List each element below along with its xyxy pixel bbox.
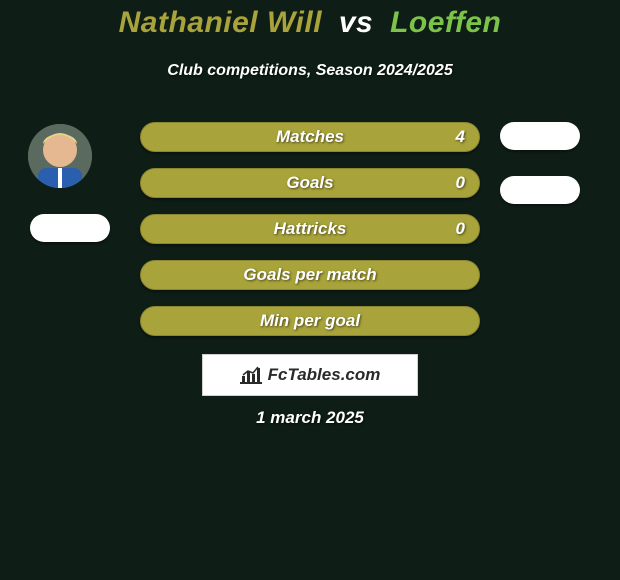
stat-label: Goals per match bbox=[141, 265, 479, 285]
player1-name: Nathaniel Will bbox=[119, 6, 322, 39]
card-subtitle: Club competitions, Season 2024/2025 bbox=[0, 62, 620, 80]
stat-value-right: 0 bbox=[456, 173, 465, 193]
logo-text: FcTables.com bbox=[268, 365, 381, 385]
bar-chart-icon bbox=[240, 366, 262, 384]
date-label: 1 march 2025 bbox=[0, 408, 620, 428]
stat-bar: Min per goal bbox=[140, 306, 480, 336]
vs-label: vs bbox=[339, 6, 373, 39]
stat-bar: Matches4 bbox=[140, 122, 480, 152]
avatar-placeholder-icon bbox=[28, 124, 92, 188]
blank-pill bbox=[500, 122, 580, 150]
stat-value-right: 0 bbox=[456, 219, 465, 239]
stat-bar: Hattricks0 bbox=[140, 214, 480, 244]
blank-pill bbox=[30, 214, 110, 242]
stat-bar: Goals0 bbox=[140, 168, 480, 198]
comparison-card: Nathaniel Will vs Loeffen Club competiti… bbox=[0, 0, 620, 580]
stat-label: Min per goal bbox=[141, 311, 479, 331]
stat-label: Matches bbox=[141, 127, 479, 147]
player2-name: Loeffen bbox=[390, 6, 501, 39]
fctables-logo: FcTables.com bbox=[202, 354, 418, 396]
blank-pill bbox=[500, 176, 580, 204]
stat-label: Goals bbox=[141, 173, 479, 193]
stat-label: Hattricks bbox=[141, 219, 479, 239]
stat-bar: Goals per match bbox=[140, 260, 480, 290]
player1-avatar bbox=[28, 124, 92, 188]
stat-value-right: 4 bbox=[456, 127, 465, 147]
card-title: Nathaniel Will vs Loeffen bbox=[0, 6, 620, 40]
